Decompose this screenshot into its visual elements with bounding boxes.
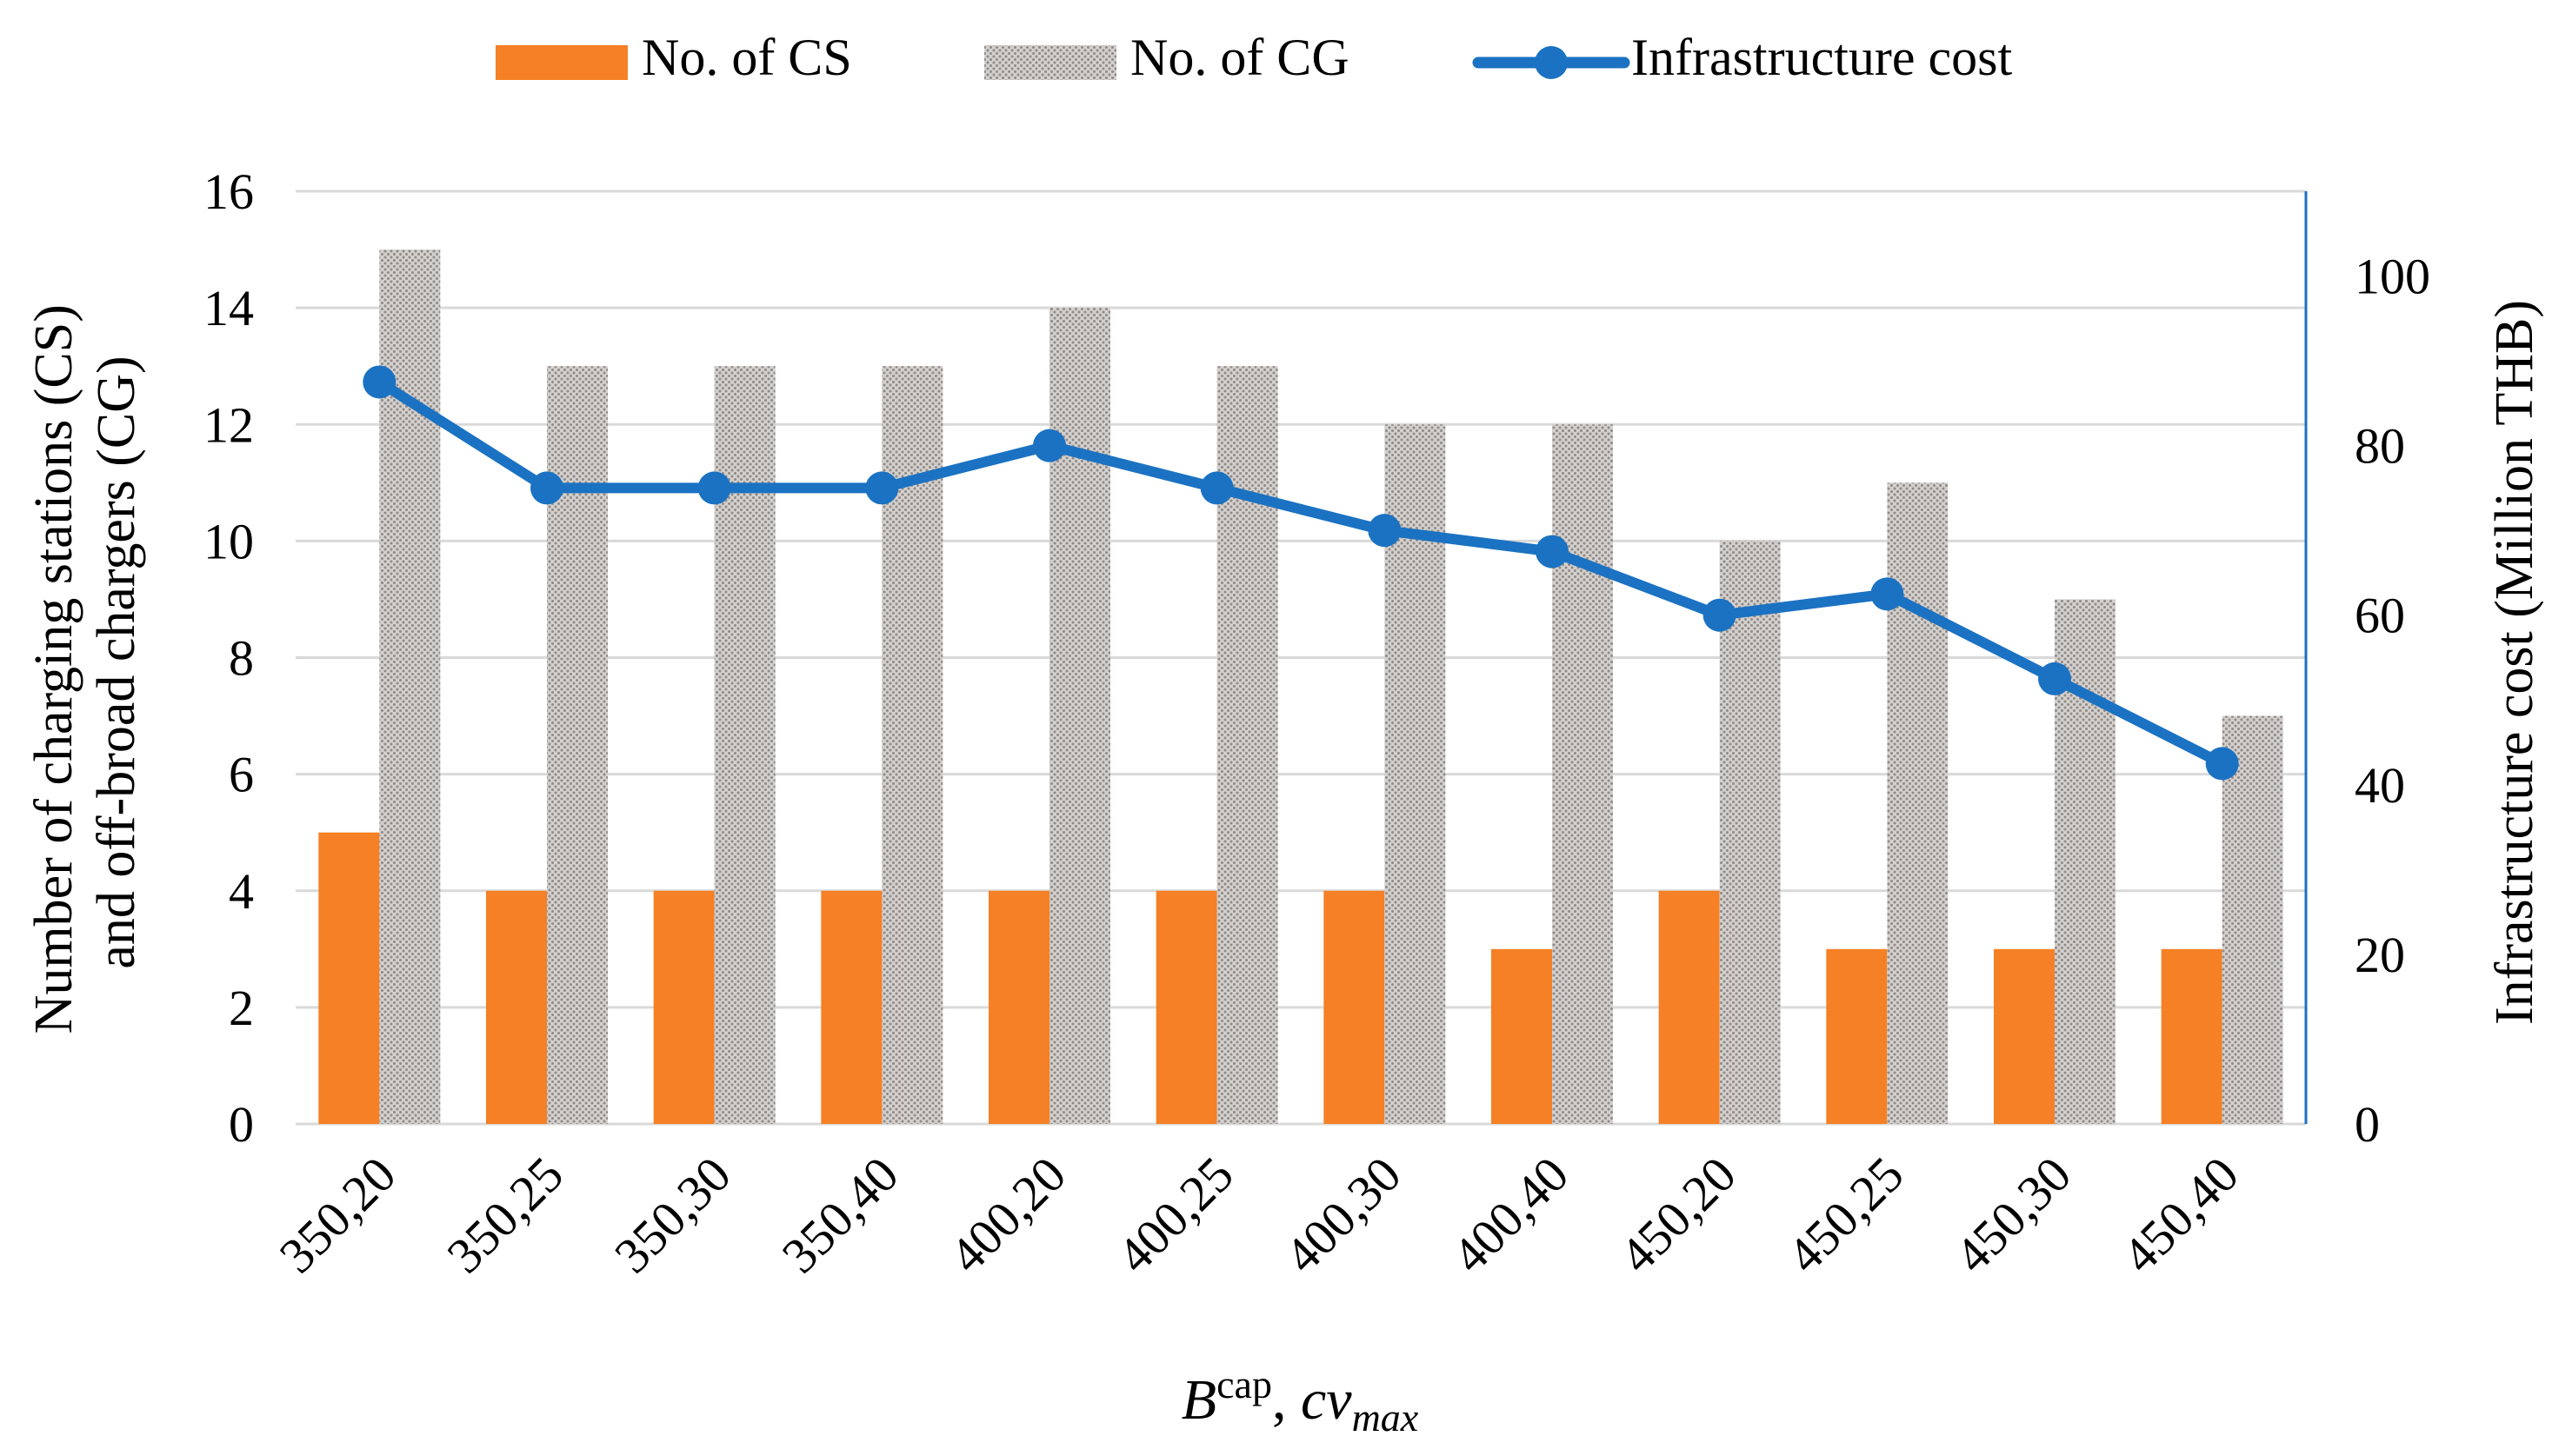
x-axis-label-b: B: [1182, 1368, 1216, 1432]
right-tick-label: 0: [2355, 1096, 2380, 1153]
legend: No. of CS No. of CG Infrastructure cost: [496, 29, 2012, 86]
legend-label-cg: No. of CG: [1130, 29, 1349, 86]
cost-point: [697, 471, 731, 505]
bar-cs: [318, 832, 380, 1124]
bar-cs: [1156, 890, 1217, 1124]
cost-point: [1702, 598, 1736, 632]
legend-item-cg: No. of CG: [984, 29, 1349, 86]
right-tick-label: 40: [2355, 757, 2405, 814]
legend-marker-cost: [1535, 46, 1568, 79]
cost-line: [374, 376, 2228, 769]
x-axis-label-sep: ,: [1272, 1368, 1301, 1432]
bar-cs: [1323, 890, 1385, 1124]
bar-cg: [1552, 424, 1613, 1124]
right-axis-ticks: 0 20 40 60 80 100: [2355, 249, 2430, 1153]
bar-cs: [1491, 948, 1552, 1124]
left-tick-label: 14: [203, 280, 254, 336]
left-tick-label: 12: [203, 396, 254, 453]
x-tick-label: 400,25: [1106, 1146, 1244, 1284]
bar-cs: [821, 890, 883, 1124]
x-tick-label: 350,25: [436, 1146, 574, 1284]
left-axis-label-line2: and off-broad chargers (CG): [87, 356, 146, 968]
left-tick-label: 10: [203, 513, 254, 569]
x-tick-label: 350,40: [771, 1146, 910, 1284]
cost-point: [1368, 514, 1402, 548]
cost-point: [1870, 577, 1904, 611]
x-tick-label: 450,20: [1609, 1146, 1747, 1284]
left-tick-label: 6: [229, 747, 254, 803]
right-tick-label: 20: [2355, 927, 2405, 983]
bar-cs: [486, 890, 547, 1124]
left-axis-label-line1: Number of charging stations (CS): [24, 304, 83, 1034]
left-tick-label: 16: [203, 163, 254, 220]
bars: [318, 249, 2283, 1124]
x-axis-label-max: max: [1352, 1395, 1419, 1439]
left-axis-label: Number of charging stations (CS) and off…: [24, 291, 146, 1034]
bar-cg: [1887, 482, 1949, 1124]
x-axis-ticks: 350,20 350,25 350,30 350,40 400,20 400,25 400,…: [269, 1146, 2249, 1284]
x-tick-label: 400,30: [1274, 1146, 1412, 1284]
cost-point: [530, 471, 563, 505]
x-tick-label: 450,25: [1776, 1146, 1915, 1284]
left-tick-label: 4: [229, 863, 254, 920]
right-tick-label: 60: [2355, 588, 2405, 644]
gridlines: [296, 189, 2306, 1126]
cost-point: [1033, 429, 1066, 462]
legend-swatch-cs: [496, 45, 628, 80]
legend-swatch-cg: [984, 45, 1116, 80]
bar-cs: [989, 890, 1049, 1124]
cost-point: [2038, 662, 2071, 695]
legend-label-cs: No. of CS: [642, 29, 852, 86]
cost-line-series: [363, 365, 2239, 781]
cost-point: [1200, 471, 1234, 505]
x-tick-label: 450,40: [2111, 1146, 2249, 1284]
x-axis-label-cap: cap: [1216, 1362, 1272, 1406]
cost-point: [865, 471, 899, 505]
bar-cs: [653, 890, 715, 1124]
left-tick-label: 2: [229, 980, 254, 1036]
right-tick-label: 100: [2355, 249, 2430, 305]
x-tick-label: 400,20: [938, 1146, 1076, 1284]
bar-cs: [2161, 948, 2222, 1124]
right-tick-label: 80: [2355, 418, 2405, 475]
x-tick-label: 350,30: [603, 1146, 742, 1284]
legend-item-cost: Infrastructure cost: [1472, 29, 2012, 86]
legend-label-cost: Infrastructure cost: [1631, 29, 2012, 86]
right-axis-label: Infrastructure cost (Million THB): [2485, 300, 2544, 1025]
left-tick-label: 8: [229, 630, 254, 687]
x-tick-label: 400,40: [1441, 1146, 1579, 1284]
x-tick-label: 450,30: [1943, 1146, 2082, 1284]
x-axis-label-cv: cv: [1301, 1368, 1352, 1432]
cost-point: [363, 365, 396, 399]
cost-point: [1536, 535, 1569, 568]
bar-cg: [1049, 308, 1110, 1124]
bar-cs: [1658, 890, 1720, 1124]
x-tick-label: 350,20: [269, 1146, 407, 1284]
bar-cg: [2222, 715, 2283, 1124]
bar-cs: [1826, 948, 1888, 1124]
legend-item-cs: No. of CS: [496, 29, 852, 86]
left-tick-label: 0: [229, 1096, 254, 1153]
cost-point: [2205, 747, 2239, 781]
left-axis-ticks: 0 2 4 6 8 10 12 14 16: [203, 163, 254, 1153]
bar-cs: [1994, 948, 2055, 1124]
bar-cg: [1719, 541, 1781, 1124]
x-axis-label: Bcap, cvmax: [1182, 1362, 1419, 1439]
